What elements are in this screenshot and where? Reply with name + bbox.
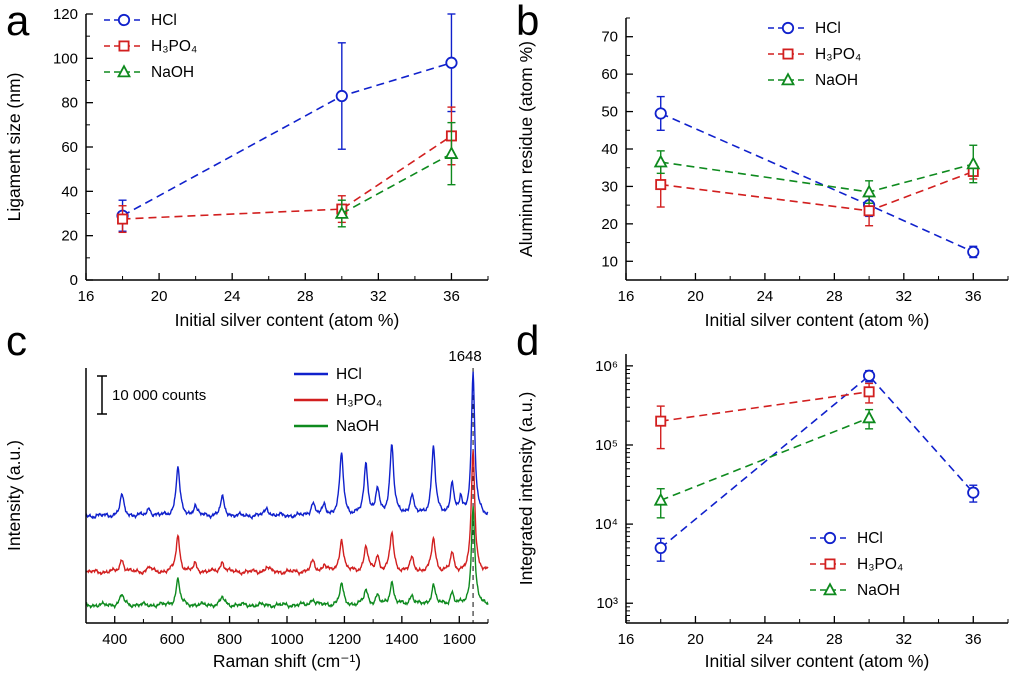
svg-text:70: 70 xyxy=(601,29,618,46)
svg-text:24: 24 xyxy=(224,288,241,305)
svg-text:600: 600 xyxy=(160,631,185,648)
svg-text:Aluminum residue (atom %): Aluminum residue (atom %) xyxy=(516,41,536,257)
svg-text:40: 40 xyxy=(61,183,78,200)
svg-text:Initial silver content (atom %: Initial silver content (atom %) xyxy=(705,310,930,330)
svg-text:100: 100 xyxy=(53,50,78,67)
svg-text:20: 20 xyxy=(151,288,168,305)
svg-text:HCl: HCl xyxy=(151,12,177,29)
panel-letter-b: b xyxy=(516,0,540,44)
svg-text:1200: 1200 xyxy=(328,631,361,648)
svg-text:20: 20 xyxy=(601,216,618,233)
svg-text:30: 30 xyxy=(601,178,618,195)
svg-text:1648: 1648 xyxy=(448,348,481,365)
svg-text:NaOH: NaOH xyxy=(815,72,858,89)
svg-text:32: 32 xyxy=(370,288,387,305)
svg-text:1400: 1400 xyxy=(385,631,418,648)
svg-text:H₃PO₄: H₃PO₄ xyxy=(336,392,382,409)
svg-text:120: 120 xyxy=(53,6,78,23)
svg-text:32: 32 xyxy=(895,631,912,648)
svg-text:24: 24 xyxy=(757,288,774,305)
svg-text:40: 40 xyxy=(601,141,618,158)
svg-text:50: 50 xyxy=(601,104,618,121)
svg-text:36: 36 xyxy=(965,288,982,305)
svg-text:60: 60 xyxy=(601,66,618,83)
svg-text:36: 36 xyxy=(443,288,460,305)
svg-text:HCl: HCl xyxy=(857,530,883,547)
svg-text:1600: 1600 xyxy=(443,631,476,648)
svg-text:16: 16 xyxy=(78,288,95,305)
panel-letter-c: c xyxy=(6,317,27,364)
svg-text:60: 60 xyxy=(61,139,78,156)
svg-text:36: 36 xyxy=(965,631,982,648)
raman-spectra-chart: 1648 400 600 800 1000 1200 1400 1600 Raman shift… xyxy=(4,348,489,671)
svg-text:10 000 counts: 10 000 counts xyxy=(112,387,206,404)
svg-text:400: 400 xyxy=(102,631,127,648)
svg-text:16: 16 xyxy=(618,288,635,305)
svg-text:10³: 10³ xyxy=(596,595,618,612)
svg-text:10⁴: 10⁴ xyxy=(595,516,618,533)
svg-text:80: 80 xyxy=(61,95,78,112)
svg-text:NaOH: NaOH xyxy=(151,64,194,81)
svg-text:10: 10 xyxy=(601,253,618,270)
svg-text:0: 0 xyxy=(70,272,78,289)
svg-text:10⁶: 10⁶ xyxy=(595,358,618,375)
svg-text:H₃PO₄: H₃PO₄ xyxy=(815,46,861,63)
svg-text:NaOH: NaOH xyxy=(336,418,379,435)
integrated-intensity-chart: 16 20 24 28 32 36 10³ 10⁴ 10⁵ 10⁶ Initial silver c… xyxy=(516,354,1009,671)
ligament-size-chart: 16 20 24 28 32 36 0 20 40 60 80 100 120 Initial silve… xyxy=(4,6,489,330)
svg-text:NaOH: NaOH xyxy=(857,582,900,599)
svg-text:28: 28 xyxy=(826,631,843,648)
panel-letter-a: a xyxy=(6,0,30,44)
svg-text:20: 20 xyxy=(61,228,78,245)
svg-text:28: 28 xyxy=(297,288,314,305)
panel-letter-d: d xyxy=(516,317,540,364)
svg-text:10⁵: 10⁵ xyxy=(595,437,618,454)
svg-text:1000: 1000 xyxy=(270,631,303,648)
svg-text:28: 28 xyxy=(826,288,843,305)
svg-text:HCl: HCl xyxy=(815,20,841,37)
svg-text:20: 20 xyxy=(687,631,704,648)
svg-text:Initial silver content (atom %: Initial silver content (atom %) xyxy=(705,651,930,671)
svg-text:H₃PO₄: H₃PO₄ xyxy=(857,556,903,573)
svg-text:20: 20 xyxy=(687,288,704,305)
aluminum-residue-chart: 16 20 24 28 32 36 10 20 30 40 50 60 70 Initial silver… xyxy=(516,17,1009,330)
svg-text:16: 16 xyxy=(618,631,635,648)
svg-text:HCl: HCl xyxy=(336,366,362,383)
svg-text:Raman shift (cm⁻¹): Raman shift (cm⁻¹) xyxy=(213,651,361,671)
svg-text:Initial silver content (atom %: Initial silver content (atom %) xyxy=(175,310,400,330)
svg-text:Ligament size (nm): Ligament size (nm) xyxy=(4,73,24,222)
svg-text:H₃PO₄: H₃PO₄ xyxy=(151,38,197,55)
svg-text:Intensity (a.u.): Intensity (a.u.) xyxy=(4,440,24,551)
svg-text:Integrated intensity (a.u.): Integrated intensity (a.u.) xyxy=(516,392,536,586)
svg-text:24: 24 xyxy=(757,631,774,648)
svg-text:800: 800 xyxy=(217,631,242,648)
svg-text:32: 32 xyxy=(895,288,912,305)
